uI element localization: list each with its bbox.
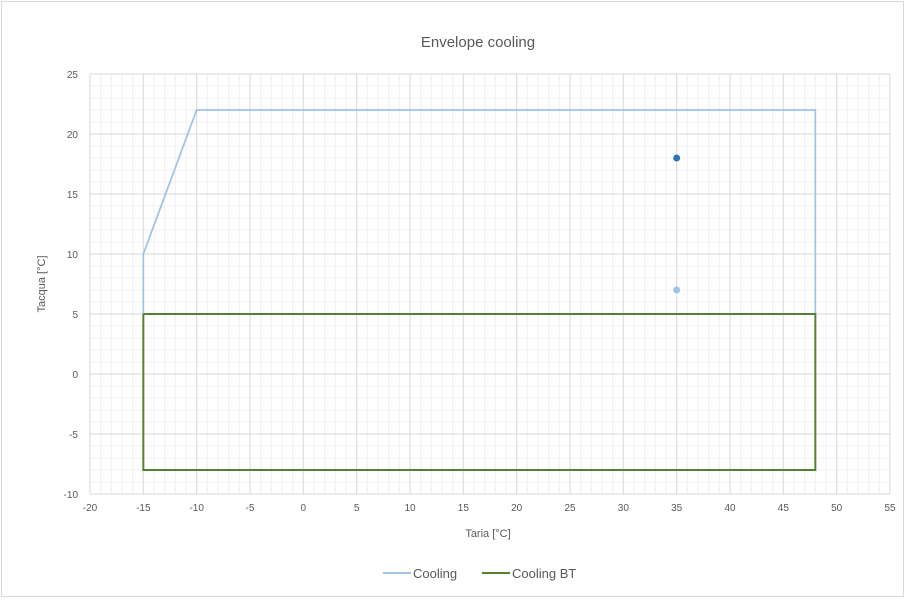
y-tick-label: -5 <box>69 430 78 441</box>
x-tick-label: 15 <box>458 503 470 514</box>
tick-labels: -20 -15 -10 -5 0 5 10 15 20 25 30 35 40 45 50 55 -10 -5 0 5… <box>64 70 896 514</box>
y-tick-label: 20 <box>67 130 79 141</box>
x-axis-label: Taria [°C] <box>465 528 510 540</box>
y-tick-label: 15 <box>67 190 79 201</box>
legend: Cooling Cooling BT <box>383 566 576 581</box>
y-tick-label: -10 <box>64 490 79 501</box>
y-tick-label: 5 <box>72 310 78 321</box>
x-tick-label: -5 <box>246 503 255 514</box>
x-tick-label: 35 <box>671 503 683 514</box>
data-point-marker <box>673 286 681 294</box>
major-gridlines <box>89 73 891 495</box>
x-tick-label: 20 <box>511 503 523 514</box>
y-tick-label: 25 <box>67 70 79 81</box>
x-tick-label: -10 <box>189 503 204 514</box>
x-tick-label: 55 <box>884 503 896 514</box>
x-tick-label: -20 <box>83 503 98 514</box>
series-line-cooling-bt <box>142 313 817 471</box>
legend-item-cooling: Cooling <box>383 566 457 581</box>
legend-label-cooling-bt: Cooling BT <box>512 566 576 581</box>
x-tick-label: 50 <box>831 503 843 514</box>
x-tick-label: 45 <box>778 503 790 514</box>
x-tick-label: 25 <box>564 503 576 514</box>
data-point-marker <box>673 154 681 162</box>
x-tick-label: 10 <box>404 503 416 514</box>
x-tick-label: 30 <box>618 503 630 514</box>
x-tick-label: -15 <box>136 503 151 514</box>
x-tick-label: 0 <box>301 503 307 514</box>
series-layer <box>142 109 817 471</box>
legend-item-cooling-bt: Cooling BT <box>482 566 576 581</box>
x-tick-label: 40 <box>724 503 736 514</box>
x-tick-label: 5 <box>354 503 360 514</box>
y-axis-label: Tacqua [°C] <box>36 256 48 313</box>
y-tick-label: 10 <box>67 250 79 261</box>
minor-gridlines <box>90 74 890 494</box>
chart-title: Envelope cooling <box>421 34 535 51</box>
legend-label-cooling: Cooling <box>413 566 457 581</box>
series-line-cooling <box>142 109 817 314</box>
y-tick-label: 0 <box>72 370 78 381</box>
